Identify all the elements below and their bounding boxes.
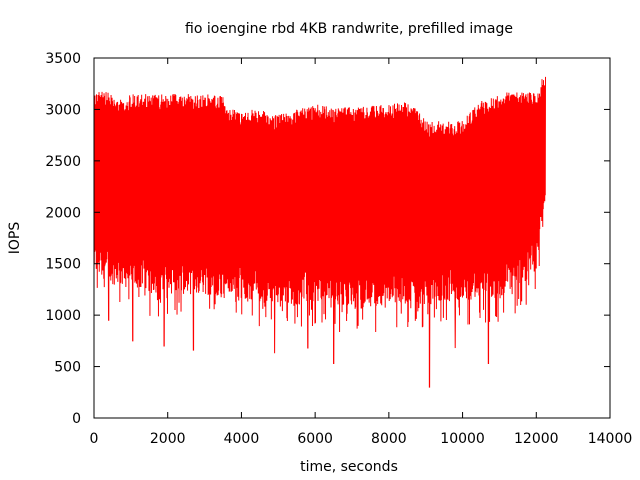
y-axis-label: IOPS [7,222,23,255]
y-tick-label: 500 [54,360,81,376]
y-tick-label: 3000 [45,102,81,118]
x-axis-label: time, seconds [300,459,398,475]
series-line [93,76,546,388]
y-tick-label: 3500 [45,51,81,67]
axes-layer: 0 2000 4000 6000 8000 10000 12000 14000 0 500 1000… [45,51,632,447]
y-tick-label: 0 [72,411,81,427]
x-tick-label: 8000 [371,431,407,447]
x-tick-label: 0 [90,431,99,447]
y-tick-label: 2000 [45,205,81,221]
x-tick-label: 14000 [588,431,633,447]
series-layer [93,76,546,388]
plot-frame [93,57,611,419]
y-tick-label: 1500 [45,257,81,273]
chart-title: fio ioengine rbd 4KB randwrite, prefille… [185,21,513,37]
x-tick-label: 10000 [440,431,485,447]
y-tick-label: 1000 [45,308,81,324]
x-tick-label: 6000 [297,431,333,447]
x-tick-label: 4000 [224,431,260,447]
x-tick-label: 12000 [514,431,559,447]
x-tick-label: 2000 [150,431,186,447]
y-tick-label: 2500 [45,154,81,170]
